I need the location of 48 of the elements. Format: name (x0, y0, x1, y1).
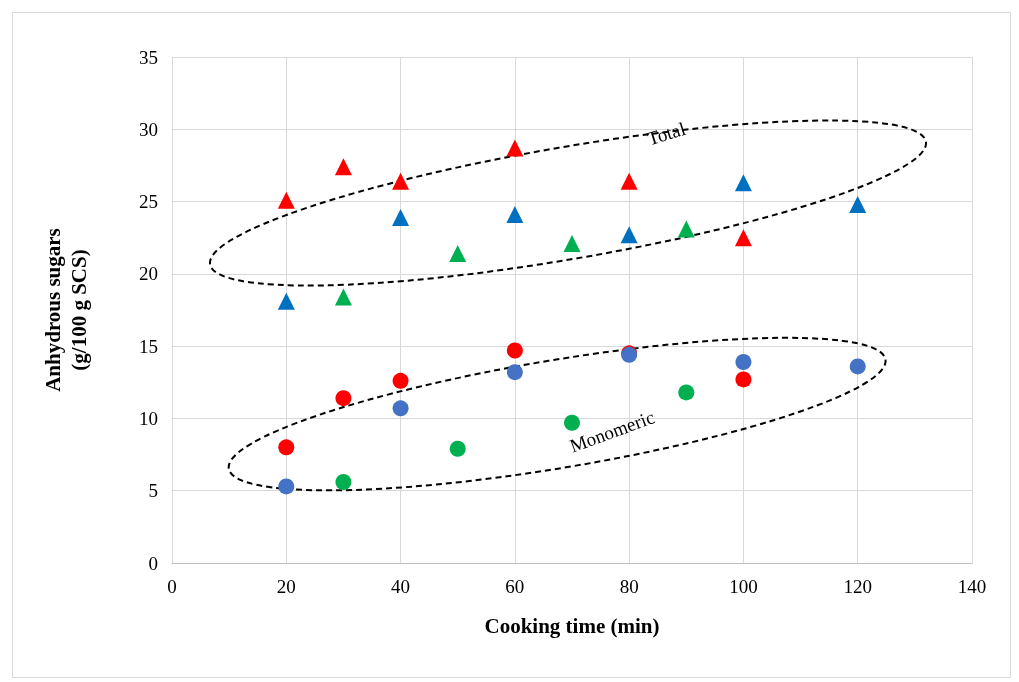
y-tick-label: 15 (139, 335, 158, 357)
point (734, 229, 752, 247)
point (506, 364, 523, 381)
point (735, 354, 752, 371)
y-tick-label: 10 (139, 407, 158, 429)
point (334, 288, 352, 306)
x-tick-label: 60 (505, 576, 525, 597)
point (849, 358, 866, 375)
point (620, 226, 638, 244)
point (506, 342, 523, 359)
point (506, 139, 524, 157)
point (392, 400, 409, 417)
point (678, 384, 695, 401)
point (335, 474, 352, 491)
point (392, 208, 410, 226)
y-tick-label: 0 (148, 552, 158, 574)
point (277, 191, 295, 209)
point (735, 371, 752, 388)
point (334, 158, 352, 176)
x-tick-label: 0 (167, 576, 177, 597)
point (277, 292, 295, 310)
point (734, 174, 752, 192)
x-tick-label: 140 (957, 576, 987, 597)
x-tick-label: 40 (391, 576, 411, 597)
x-tick-label: 20 (276, 576, 296, 597)
y-tick-label: 35 (139, 46, 158, 68)
point (278, 478, 295, 495)
y-tick-label: 25 (139, 191, 158, 213)
point (335, 390, 352, 407)
x-axis-title: Cooking time (min) (484, 613, 660, 638)
y-tick-label: 20 (139, 263, 158, 285)
point (849, 195, 867, 213)
y-tick-label: 5 (148, 480, 158, 502)
x-tick-label: 80 (619, 576, 639, 597)
point (677, 220, 695, 238)
point (449, 245, 467, 263)
point (620, 172, 638, 190)
point (506, 206, 524, 224)
x-tick-label: 120 (843, 576, 872, 597)
point (278, 439, 295, 456)
point (563, 235, 581, 252)
annotation: Total (644, 117, 688, 150)
y-axis-title: Anhydrous sugars (g/100 g SCS) (41, 228, 91, 392)
point (392, 172, 410, 190)
x-tick-label: 100 (729, 576, 758, 597)
y-tick-label: 30 (139, 118, 158, 140)
point (449, 440, 466, 457)
point (392, 372, 409, 389)
